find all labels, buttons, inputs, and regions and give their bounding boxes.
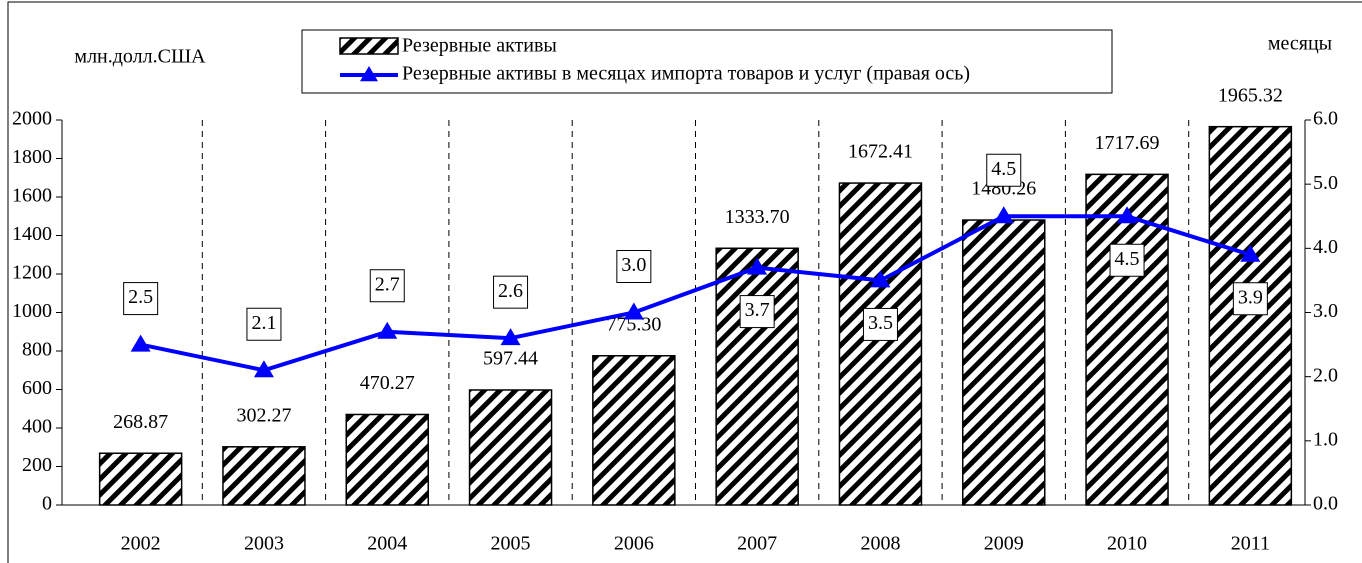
x-tick-label: 2011 bbox=[1231, 533, 1270, 555]
frame bbox=[7, 1, 1362, 563]
y2-tick-label: 6.0 bbox=[1313, 108, 1338, 130]
bar bbox=[592, 355, 676, 506]
x-tick-label: 2006 bbox=[614, 533, 654, 555]
y-tick-label: 0 bbox=[42, 493, 52, 515]
bar bbox=[468, 389, 553, 506]
bar bbox=[222, 446, 306, 506]
line-marker bbox=[1240, 244, 1261, 262]
bar-value-label: 268.87 bbox=[113, 411, 168, 433]
line-marker bbox=[130, 334, 151, 352]
line-marker bbox=[377, 321, 398, 339]
y-tick-label: 1400 bbox=[12, 223, 52, 245]
line-label-box bbox=[123, 282, 159, 316]
y2-tick-label: 1.0 bbox=[1313, 428, 1338, 450]
x-tick-label: 2005 bbox=[491, 533, 531, 555]
bar-value-label: 470.27 bbox=[360, 372, 415, 394]
x-tick-label: 2004 bbox=[367, 533, 407, 555]
x-tick-label: 2003 bbox=[244, 533, 284, 555]
legend-marker bbox=[360, 66, 378, 82]
line-value-label: 2.6 bbox=[498, 280, 523, 302]
line-value-label: 3.7 bbox=[745, 299, 770, 321]
y-tick-label: 1000 bbox=[12, 300, 52, 322]
line-marker bbox=[500, 328, 521, 346]
bar bbox=[98, 452, 183, 506]
line-value-label: 2.5 bbox=[128, 286, 153, 308]
bar-value-label: 1717.69 bbox=[1095, 132, 1160, 154]
line-label-box bbox=[986, 153, 1022, 187]
line-marker bbox=[747, 257, 768, 275]
line-label-box bbox=[616, 250, 652, 283]
y-tick-label: 200 bbox=[22, 454, 52, 476]
line-label-box bbox=[1109, 243, 1145, 277]
y2-tick-label: 5.0 bbox=[1313, 172, 1338, 194]
y-tick-label: 600 bbox=[22, 377, 52, 399]
bar bbox=[962, 219, 1046, 506]
legend-label: Резервные активы в месяцах импорта товар… bbox=[402, 63, 970, 85]
bar bbox=[1208, 125, 1293, 506]
y-tick-label: 1600 bbox=[12, 185, 52, 207]
line-value-label: 3.0 bbox=[621, 254, 646, 276]
line-value-label: 2.1 bbox=[251, 312, 276, 334]
line-label-box bbox=[862, 307, 898, 341]
line-label-box bbox=[369, 269, 405, 303]
line-label-box bbox=[493, 275, 529, 309]
y-tick-label: 1200 bbox=[12, 262, 52, 284]
y-tick-label: 1800 bbox=[12, 146, 52, 168]
line-label-box bbox=[246, 307, 282, 341]
bar bbox=[838, 182, 923, 506]
line-value-label: 3.9 bbox=[1238, 286, 1263, 308]
bar-value-label: 775.30 bbox=[606, 313, 661, 335]
bar bbox=[345, 413, 429, 506]
x-tick-label: 2008 bbox=[860, 533, 900, 555]
line-label-box bbox=[1232, 282, 1268, 316]
line-value-label: 4.5 bbox=[1115, 248, 1140, 270]
line-label-box bbox=[739, 295, 775, 329]
line-value-label: 2.7 bbox=[375, 273, 400, 295]
legend-label: Резервные активы bbox=[402, 35, 557, 57]
line-marker bbox=[1117, 206, 1138, 224]
x-tick-label: 2010 bbox=[1107, 533, 1147, 555]
bar-value-label: 1965.32 bbox=[1218, 84, 1283, 106]
line-value-label: 3.5 bbox=[868, 312, 893, 334]
line-marker bbox=[253, 360, 274, 378]
y2-axis-title: месяцы bbox=[1268, 33, 1332, 55]
x-tick-label: 2009 bbox=[984, 533, 1024, 555]
y-tick-label: 400 bbox=[22, 416, 52, 438]
line-marker bbox=[623, 302, 644, 320]
y2-tick-label: 2.0 bbox=[1313, 364, 1338, 386]
legend bbox=[301, 29, 1113, 94]
x-tick-label: 2002 bbox=[121, 533, 161, 555]
x-tick-label: 2007 bbox=[737, 533, 777, 555]
line-marker bbox=[870, 270, 891, 288]
y2-tick-label: 3.0 bbox=[1313, 300, 1338, 322]
bar-value-label: 597.44 bbox=[483, 348, 538, 370]
y2-tick-label: 0.0 bbox=[1313, 493, 1338, 515]
y2-tick-label: 4.0 bbox=[1313, 236, 1338, 258]
y-tick-label: 2000 bbox=[12, 108, 52, 130]
bar bbox=[1085, 173, 1169, 506]
bar-value-label: 302.27 bbox=[236, 404, 291, 426]
bar-value-label: 1333.70 bbox=[725, 206, 790, 228]
line bbox=[140, 214, 1251, 373]
y-axis-title: млн.долл.США bbox=[74, 46, 206, 68]
legend-swatch bbox=[339, 37, 399, 55]
bar-value-label: 1672.41 bbox=[848, 141, 913, 163]
line-value-label: 4.5 bbox=[991, 158, 1016, 180]
bar bbox=[715, 247, 799, 506]
y-tick-label: 800 bbox=[22, 339, 52, 361]
line-marker bbox=[993, 206, 1014, 224]
